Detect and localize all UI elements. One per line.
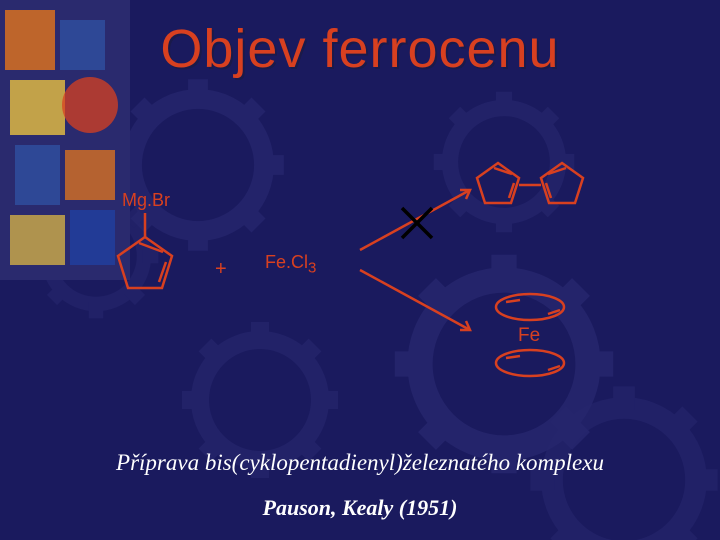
slide-title: Objev ferrocenu xyxy=(0,18,720,80)
reaction-diagram: Mg.Br + Fe.Cl3 Fe xyxy=(60,150,660,410)
product-metal-label: Fe xyxy=(518,325,540,347)
reagent-subscript: 3 xyxy=(308,260,316,277)
slide: Objev ferrocenu Objev ferrocenu xyxy=(0,0,720,540)
slide-subtitle: Příprava bis(cyklopentadienyl)železnatéh… xyxy=(0,450,720,476)
reagent-text: Fe.Cl xyxy=(265,252,308,272)
plus-symbol: + xyxy=(215,258,227,281)
reactant-label: Mg.Br xyxy=(122,190,170,211)
slide-attribution: Pauson, Kealy (1951) xyxy=(0,495,720,521)
reagent-label: Fe.Cl3 xyxy=(265,252,316,277)
